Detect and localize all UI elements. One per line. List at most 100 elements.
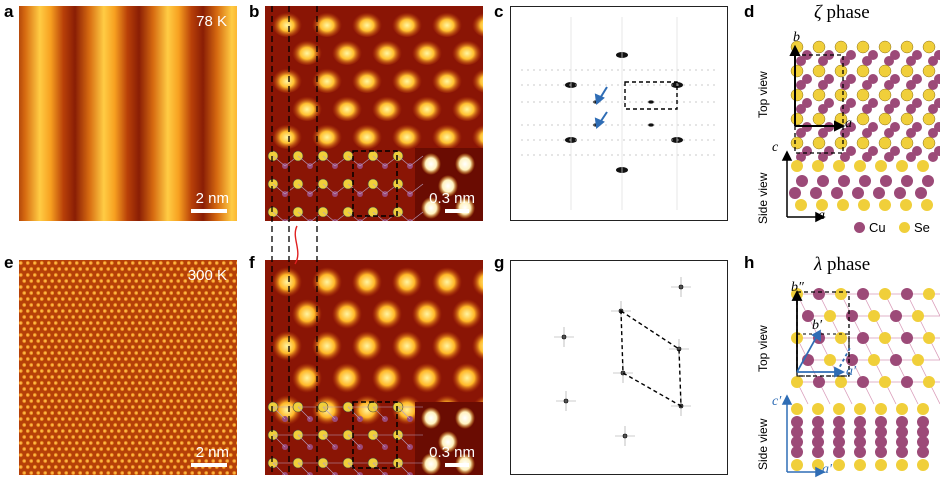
se-atom — [900, 136, 914, 150]
se-atom — [833, 459, 845, 471]
se-atom — [923, 332, 935, 344]
axis-c1-label-h: c′ — [772, 394, 782, 409]
se-atom — [878, 88, 892, 102]
stm-blob — [272, 331, 302, 361]
legend-cu-label: Cu — [869, 220, 886, 235]
cu-atom — [818, 128, 828, 138]
bond — [297, 434, 311, 448]
bond — [322, 406, 336, 420]
cu-atom — [789, 187, 801, 199]
cu-atom — [901, 376, 913, 388]
stm-blob — [312, 331, 342, 361]
se-atom — [922, 136, 936, 150]
cu-atom — [917, 426, 929, 438]
se-atom — [917, 403, 929, 415]
se-atom — [922, 64, 936, 78]
se-atom — [875, 160, 887, 172]
axis-c-label-d: c — [772, 140, 779, 155]
se-atom — [917, 459, 929, 471]
cu-atom — [812, 416, 824, 428]
cu-atom — [890, 354, 902, 366]
stm-blob — [292, 363, 322, 393]
se-atom — [812, 403, 824, 415]
bond — [322, 155, 336, 167]
stm-blob — [332, 363, 362, 393]
se-atom — [875, 403, 887, 415]
cu-atom — [896, 416, 908, 428]
se-atom — [856, 112, 870, 126]
cu-atom — [862, 152, 872, 162]
cu-atom — [896, 436, 908, 448]
cu-atom — [857, 288, 869, 300]
cu-atom — [917, 416, 929, 428]
cu-atom — [884, 104, 894, 114]
se-atom — [879, 332, 891, 344]
cu-atom — [854, 446, 866, 458]
bond — [347, 155, 361, 167]
se-atom — [824, 354, 836, 366]
bond — [297, 462, 311, 475]
panel-f-stm-atomic: 0.3 nm — [265, 260, 483, 475]
panel-label-a: a — [4, 2, 14, 21]
stm-dot-lattice-e — [19, 260, 237, 475]
stm-blob — [392, 331, 422, 361]
stm-blob — [352, 267, 382, 297]
inset-blob — [421, 197, 441, 219]
bond — [409, 183, 424, 195]
cu-atom — [906, 104, 916, 114]
stm-blob — [312, 67, 342, 93]
cu-atom — [859, 175, 871, 187]
bond — [272, 183, 286, 195]
stm-blob — [352, 67, 382, 93]
cu-atom — [906, 56, 916, 66]
stm-blob — [292, 95, 322, 121]
se-atom — [912, 354, 924, 366]
bond — [297, 211, 310, 221]
cu-atom — [817, 175, 829, 187]
se-atom — [812, 64, 826, 78]
se-atom — [878, 136, 892, 150]
cu-atom — [813, 288, 825, 300]
stm-blob — [272, 67, 302, 93]
cu-atom — [862, 56, 872, 66]
cu-atom — [791, 446, 803, 458]
stm-blob — [272, 395, 302, 425]
se-atom — [858, 199, 870, 211]
stm-blob — [472, 123, 483, 149]
se-atom — [267, 150, 279, 162]
se-atom — [912, 310, 924, 322]
panel-a-stm-image: 78 K 2 nm — [19, 6, 237, 221]
inset-blob — [421, 407, 441, 429]
cu-atom — [796, 104, 806, 114]
unit-cell-h-inner — [796, 333, 850, 377]
unit-cell-d — [794, 54, 844, 154]
cu-atom — [854, 416, 866, 428]
cu-atom — [357, 472, 363, 475]
cu-atom — [906, 152, 916, 162]
se-atom — [790, 136, 804, 150]
arrow-head-1 — [594, 93, 605, 105]
stm-blob — [392, 123, 422, 149]
panel-label-f: f — [249, 253, 255, 272]
se-atom — [812, 112, 826, 126]
inset-blob — [438, 175, 458, 197]
se-atom — [835, 332, 847, 344]
cu-atom — [875, 436, 887, 448]
se-atom — [875, 459, 887, 471]
cu-atom — [833, 436, 845, 448]
cu-atom — [915, 187, 927, 199]
bond — [397, 211, 410, 221]
stm-blob — [392, 67, 422, 93]
cu-atom — [407, 472, 413, 475]
cu-atom — [818, 104, 828, 114]
stm-blob — [272, 123, 302, 149]
se-atom — [834, 88, 848, 102]
phase-title-h: λ phase — [814, 254, 871, 275]
cu-atom — [838, 175, 850, 187]
se-atom — [878, 64, 892, 78]
se-atom — [923, 288, 935, 300]
cu-atom — [833, 446, 845, 458]
cu-atom — [875, 426, 887, 438]
bond — [372, 462, 386, 475]
se-atom — [824, 310, 836, 322]
